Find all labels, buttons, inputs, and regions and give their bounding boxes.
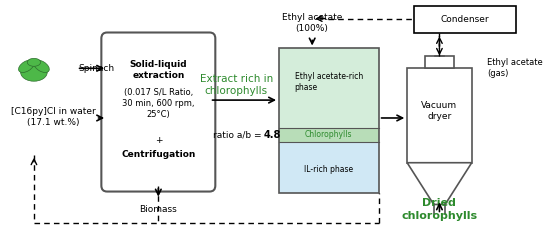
Bar — [279, 128, 378, 142]
Text: Vacuum
dryer: Vacuum dryer — [421, 101, 458, 121]
Bar — [279, 142, 378, 192]
Text: Ethyl acetate
(gas): Ethyl acetate (gas) — [487, 58, 543, 78]
Ellipse shape — [28, 58, 41, 66]
Text: (0.017 S/L Ratio,
30 min, 600 rpm,
25°C): (0.017 S/L Ratio, 30 min, 600 rpm, 25°C) — [122, 88, 195, 119]
Text: Dried
chlorophylls: Dried chlorophylls — [402, 198, 477, 221]
Text: +: + — [155, 136, 162, 145]
Bar — [279, 49, 378, 192]
Polygon shape — [407, 163, 472, 204]
Text: Solid-liquid
extraction: Solid-liquid extraction — [129, 60, 187, 80]
Bar — [407, 68, 472, 163]
Text: IL-rich phase: IL-rich phase — [304, 165, 353, 174]
Text: Ethyl acetate-rich
phase: Ethyl acetate-rich phase — [295, 72, 363, 92]
Text: Condenser: Condenser — [441, 15, 490, 24]
Ellipse shape — [19, 60, 34, 73]
FancyBboxPatch shape — [101, 33, 215, 191]
Ellipse shape — [34, 60, 50, 73]
Text: 4.8: 4.8 — [264, 130, 281, 140]
Text: Ethyl acetate
(100%): Ethyl acetate (100%) — [282, 12, 342, 33]
Bar — [279, 49, 378, 128]
Ellipse shape — [21, 63, 47, 81]
Text: Extract rich in
chlorophylls: Extract rich in chlorophylls — [200, 74, 273, 96]
Text: Biomass: Biomass — [140, 205, 177, 214]
Bar — [414, 6, 516, 33]
Bar — [425, 56, 454, 68]
Text: Chlorophylls: Chlorophylls — [305, 130, 353, 139]
Text: Centrifugation: Centrifugation — [121, 150, 195, 159]
Text: Spinach: Spinach — [79, 64, 115, 73]
Text: ratio a/b =: ratio a/b = — [213, 130, 265, 139]
Text: [C16py]Cl in water
(17.1 wt.%): [C16py]Cl in water (17.1 wt.%) — [10, 107, 95, 127]
